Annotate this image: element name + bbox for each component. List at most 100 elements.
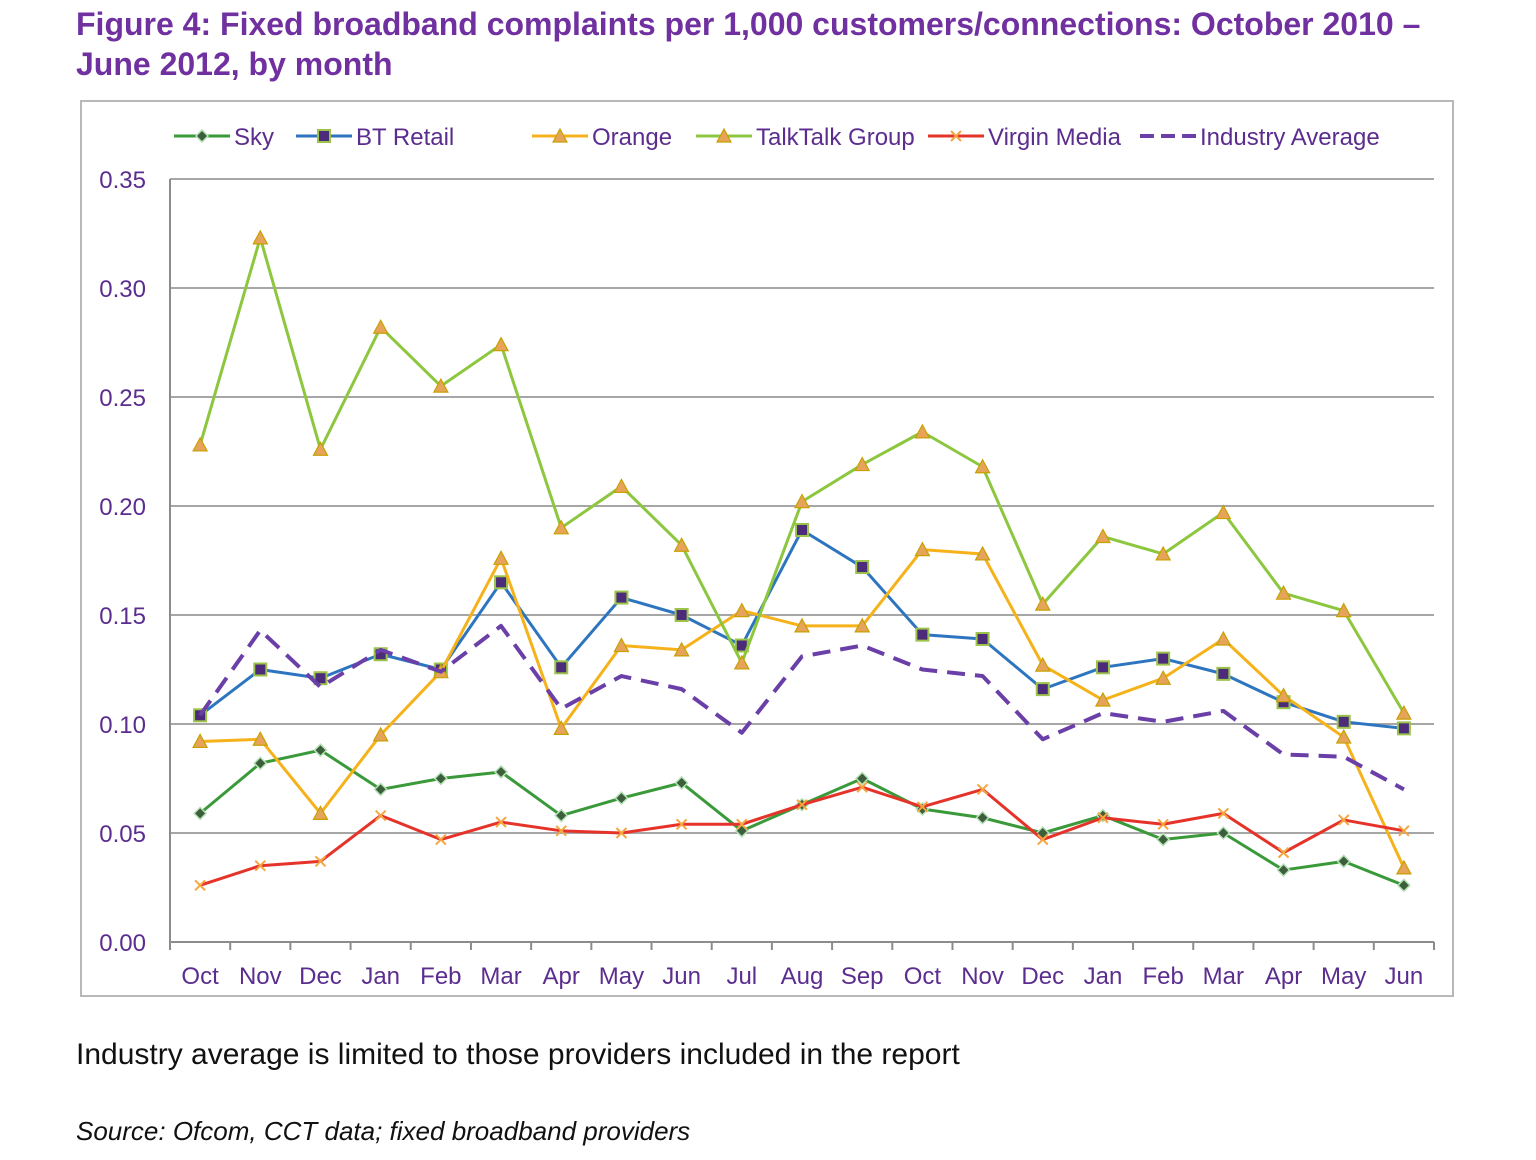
data-point-bt-retail <box>1156 651 1171 666</box>
data-point-orange <box>1034 656 1051 672</box>
data-point-sky <box>313 743 328 758</box>
legend-label-bt-retail: BT Retail <box>356 124 454 151</box>
data-point-talktalk-group <box>553 519 570 535</box>
data-point-orange <box>493 550 510 565</box>
data-point-talktalk-group <box>733 654 750 670</box>
x-tick-label: Jun <box>1385 963 1424 990</box>
data-point-virgin-media <box>675 818 688 830</box>
data-point-talktalk-group <box>1094 528 1111 544</box>
data-point-sky <box>493 764 509 780</box>
x-tick-label: Nov <box>961 963 1004 990</box>
data-point-orange <box>974 545 991 561</box>
data-point-virgin-media <box>796 798 808 811</box>
data-point-virgin-media <box>254 859 266 872</box>
data-point-talktalk-group <box>372 318 389 334</box>
data-point-sky <box>193 806 208 821</box>
data-point-bt-retail <box>1336 714 1351 729</box>
data-point-sky <box>433 771 448 786</box>
data-point-virgin-media <box>1217 807 1230 820</box>
x-tick-label: Dec <box>299 963 342 990</box>
data-point-virgin-media <box>856 781 868 793</box>
data-point-talktalk-group <box>1155 545 1172 561</box>
data-point-virgin-media <box>435 833 447 846</box>
data-point-talktalk-group <box>432 377 449 393</box>
series-line-sky <box>199 748 1405 887</box>
x-tick-label: May <box>599 963 644 990</box>
data-point-sky <box>674 775 689 790</box>
data-point-talktalk-group <box>192 436 209 452</box>
data-point-orange <box>1335 728 1352 744</box>
data-point-talktalk-group <box>914 423 931 439</box>
data-point-talktalk-group <box>793 493 811 509</box>
x-tick-label: Sep <box>841 963 884 990</box>
data-point-bt-retail <box>855 560 870 575</box>
chart-note: Industry average is limited to those pro… <box>76 1038 960 1071</box>
chart-frame: 0.00 0.05 0.10 0.15 0.20 0.25 0.30 0.35 Oct Nov De… <box>80 100 1454 997</box>
x-tick-label: Dec <box>1021 963 1064 990</box>
legend-marker-talktalk-group <box>715 127 733 143</box>
series-line-industry-average <box>198 623 1405 792</box>
data-point-virgin-media <box>976 783 989 796</box>
data-point-orange <box>252 730 269 746</box>
data-point-bt-retail <box>1216 666 1231 681</box>
y-tick-label: 0.25 <box>99 385 146 412</box>
y-tick-label: 0.35 <box>99 167 146 194</box>
data-point-virgin-media <box>495 816 507 828</box>
legend-label-virgin-media: Virgin Media <box>988 124 1122 151</box>
data-point-virgin-media <box>1398 825 1410 837</box>
data-point-bt-retail <box>494 575 509 590</box>
data-point-orange <box>312 805 329 820</box>
data-point-orange <box>793 617 811 633</box>
x-tick-label: Jul <box>726 963 757 990</box>
data-point-sky <box>554 808 569 823</box>
data-point-bt-retail <box>674 608 689 622</box>
data-point-orange <box>1215 630 1232 646</box>
legend-marker-orange <box>551 127 569 143</box>
data-point-virgin-media <box>555 825 567 837</box>
data-point-orange <box>1155 669 1172 685</box>
x-tick-label: Aug <box>781 963 824 990</box>
legend-marker-virgin-media <box>950 130 962 142</box>
data-point-bt-retail <box>1095 660 1110 675</box>
data-point-sky <box>1396 878 1411 893</box>
data-point-talktalk-group <box>1395 704 1412 720</box>
x-tick-label: Oct <box>904 963 942 990</box>
x-tick-label: May <box>1321 963 1366 990</box>
y-tick-label: 0.10 <box>99 712 146 739</box>
data-point-talktalk-group <box>673 536 690 552</box>
legend-label-industry-average: Industry Average <box>1200 124 1380 151</box>
data-point-talktalk-group <box>312 441 329 456</box>
x-tick-label: Jan <box>1084 963 1123 990</box>
figure-title: Figure 4: Fixed broadband complaints per… <box>76 6 1421 82</box>
data-point-orange <box>1275 687 1292 703</box>
data-point-talktalk-group <box>1335 602 1352 618</box>
data-point-talktalk-group <box>493 336 510 352</box>
data-point-bt-retail <box>614 590 629 605</box>
x-tick-label: Feb <box>1142 963 1183 990</box>
data-point-orange <box>1094 691 1111 707</box>
x-tick-label: Jun <box>662 963 701 990</box>
data-point-sky <box>373 782 388 797</box>
x-tick-label: Jan <box>361 963 400 990</box>
data-point-sky <box>253 756 268 771</box>
data-point-bt-retail <box>975 631 990 646</box>
series-line-orange <box>200 548 1406 869</box>
data-point-talktalk-group <box>854 456 871 472</box>
data-point-orange <box>914 541 931 557</box>
data-point-talktalk-group <box>252 229 269 245</box>
y-tick-label: 0.20 <box>99 494 146 521</box>
data-point-orange <box>192 733 209 749</box>
data-point-talktalk-group <box>613 478 630 493</box>
data-point-virgin-media <box>1338 814 1350 826</box>
y-tick-label: 0.00 <box>99 930 146 957</box>
x-tick-label: Oct <box>181 963 219 990</box>
data-point-bt-retail <box>795 522 809 537</box>
data-point-virgin-media <box>916 801 929 813</box>
data-point-virgin-media <box>194 879 206 892</box>
data-point-sky <box>614 791 629 806</box>
data-point-bt-retail <box>253 662 268 677</box>
data-point-sky <box>1276 862 1291 878</box>
data-point-sky <box>1336 854 1351 869</box>
data-point-virgin-media <box>1037 833 1049 846</box>
chart-source: Source: Ofcom, CCT data; fixed broadband… <box>76 1116 691 1146</box>
